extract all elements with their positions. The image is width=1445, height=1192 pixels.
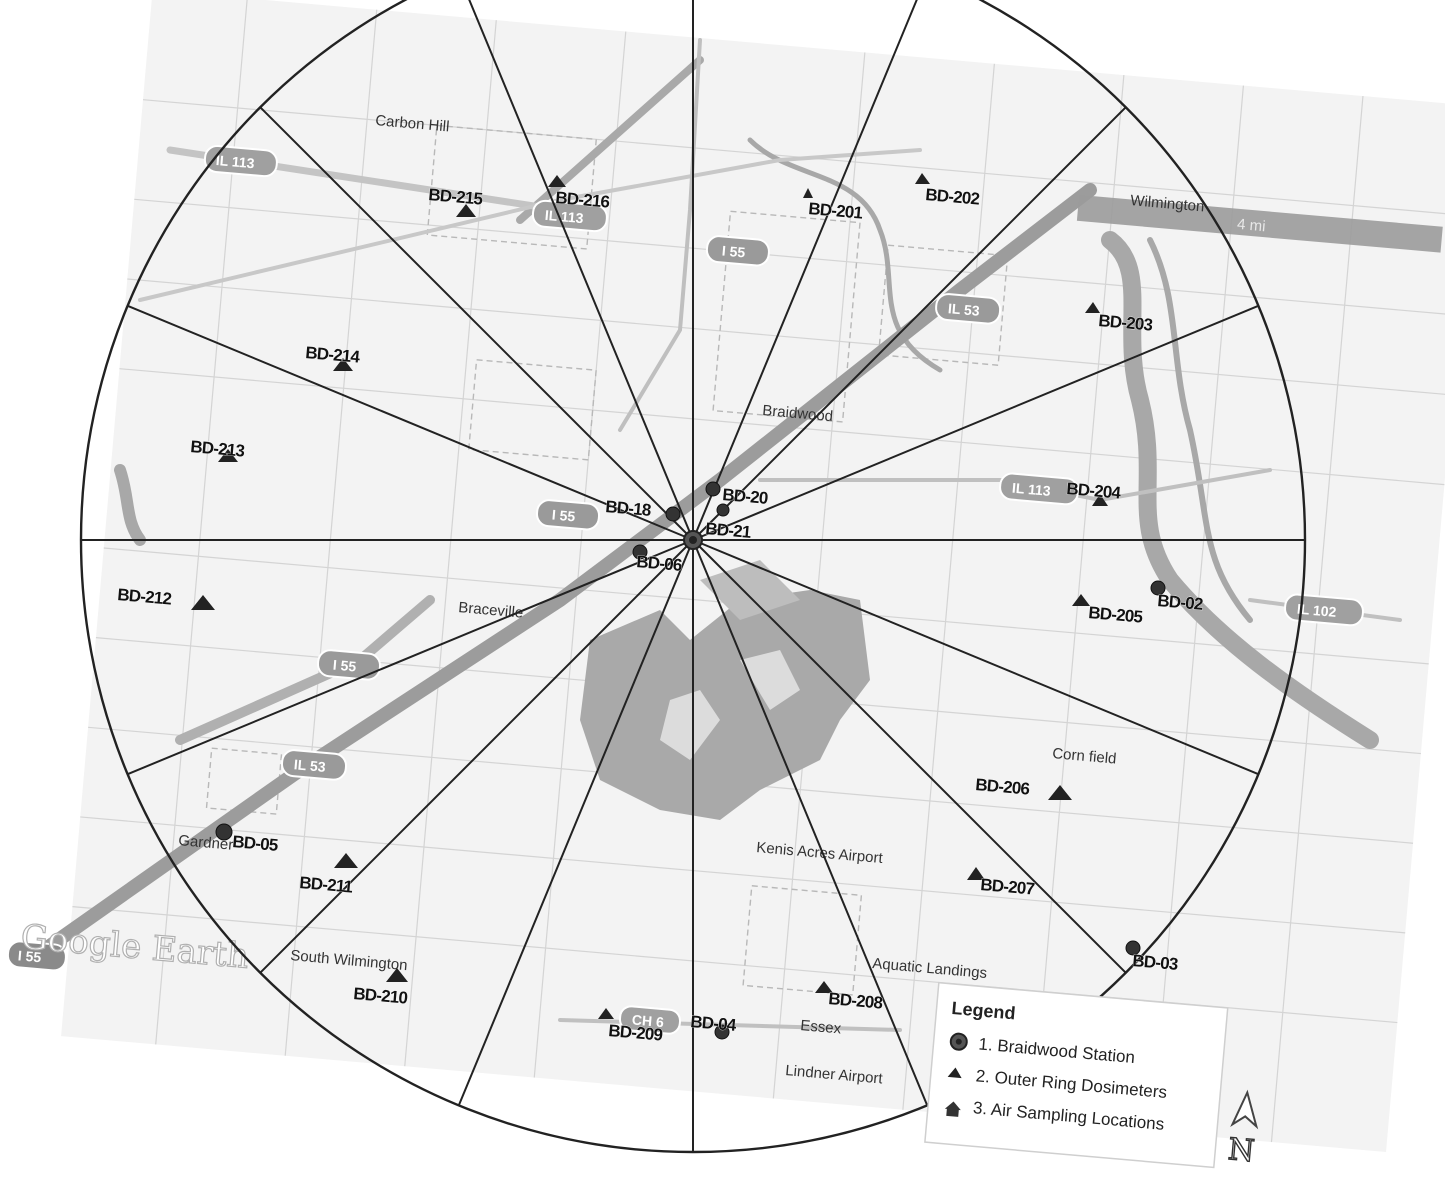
dosimeter-label: BD-215	[428, 185, 484, 209]
road-shield: I 55	[6, 940, 67, 972]
dosimeter-marker	[386, 968, 408, 982]
town-label: Braidwood	[762, 402, 834, 425]
sector-line	[692, 539, 1259, 776]
dosimeter-label: BD-205	[1088, 603, 1144, 627]
sector-lines	[81, 0, 1305, 1152]
town-label: Carbon Hill	[375, 112, 450, 135]
air-sampler-label: BD-20	[722, 485, 769, 508]
dosimeter-marker	[1092, 494, 1108, 506]
svg-text:I 55: I 55	[721, 242, 746, 260]
road-shield: I 55	[705, 235, 770, 267]
air-sampler-label: BD-04	[690, 1012, 738, 1035]
sector-line	[692, 0, 918, 541]
dosimeter-marker	[191, 595, 215, 610]
sector-line	[692, 539, 1127, 974]
road-shield: CH 6	[618, 1005, 682, 1035]
minor-label: Corn field	[1052, 745, 1117, 768]
sector-line	[127, 304, 694, 541]
sector-line	[692, 304, 1259, 541]
road-shield: IL 102	[1284, 593, 1364, 627]
house-icon	[944, 1101, 961, 1117]
air-sampler-marker	[1150, 580, 1166, 596]
air-sampler-label: BD-02	[1157, 591, 1204, 614]
compass-label: N	[1227, 1132, 1256, 1169]
town-label: Wilmington	[1130, 192, 1205, 215]
air-sampler-marker	[716, 503, 730, 517]
north-arrow-icon: N	[1226, 1089, 1259, 1170]
dosimeter-marker	[803, 188, 813, 198]
dosimeter-marker	[815, 981, 833, 993]
dosimeter-marker	[333, 358, 353, 371]
road-shield: IL 53	[935, 293, 1002, 325]
sector-line	[259, 106, 694, 541]
air-sampler-marker	[1125, 940, 1141, 956]
town-label: Essex	[800, 1017, 843, 1038]
air-sampler-marker	[705, 481, 721, 497]
outer-ring-dosimeters	[191, 173, 1108, 1019]
sector-line	[468, 0, 694, 541]
dosimeter-label: BD-206	[975, 775, 1031, 799]
svg-text:I 55: I 55	[17, 947, 42, 965]
dosimeter-marker	[967, 867, 985, 880]
svg-text:IL 113: IL 113	[544, 207, 584, 226]
cooling-lake	[580, 560, 870, 820]
svg-text:IL 102: IL 102	[1296, 601, 1337, 620]
dosimeter-marker	[598, 1008, 614, 1019]
sector-line	[457, 539, 694, 1106]
air-sampler-marker	[632, 544, 648, 560]
dosimeter-marker	[456, 204, 476, 217]
dosimeter-marker	[915, 173, 930, 184]
legend: Legend 1. Braidwood Station 2. Outer Rin…	[924, 981, 1229, 1169]
air-sampling-locations	[215, 481, 1166, 1040]
sector-line	[259, 539, 694, 974]
air-sampler-marker	[714, 1024, 730, 1040]
braidwood-station-marker	[683, 530, 703, 550]
air-sampler-label: BD-18	[605, 497, 652, 520]
dosimeter-marker	[548, 175, 566, 187]
svg-text:IL 113: IL 113	[1011, 480, 1051, 499]
sector-line	[127, 539, 694, 776]
dosimeter-label: BD-210	[353, 984, 409, 1008]
dosimeter-marker	[1085, 302, 1100, 313]
svg-text:CH 6: CH 6	[631, 1011, 664, 1030]
dosimeter-marker	[334, 853, 358, 868]
road-shield: IL 113	[203, 144, 278, 178]
air-sampler-label: BD-06	[636, 552, 683, 575]
sector-line	[692, 539, 929, 1106]
air-sampler-label: BD-05	[232, 832, 279, 855]
road-shield: IL 53	[280, 749, 348, 781]
dosimeter-label: BD-208	[828, 989, 884, 1013]
air-sampling-labels: BD-02 BD-03 BD-04 BD-05 BD-06 BD-18 BD-2…	[231, 485, 1204, 1036]
air-sampler-label: BD-03	[1132, 951, 1179, 974]
svg-text:IL 53: IL 53	[293, 756, 326, 775]
dosimeter-marker	[1048, 785, 1072, 800]
road-shield: IL 113	[531, 199, 608, 233]
dosimeter-marker	[1072, 594, 1090, 606]
dosimeter-label: BD-201	[808, 199, 864, 223]
sector-line	[692, 106, 1127, 541]
air-sampler-marker	[215, 823, 233, 841]
road-shield: I 55	[535, 499, 601, 531]
svg-text:I 55: I 55	[332, 657, 357, 675]
dosimeter-marker	[218, 449, 238, 462]
air-sampler-marker	[665, 506, 681, 522]
outer-ring	[79, 0, 1307, 1154]
dosimeter-label: BD-216	[555, 188, 611, 212]
scale-label: 4 mi	[1236, 216, 1266, 235]
dosimeter-label: BD-211	[299, 873, 354, 897]
air-sampler-label: BD-21	[705, 519, 752, 542]
svg-text:I 55: I 55	[551, 506, 576, 524]
road-shield: IL 113	[999, 472, 1080, 506]
road-shields: IL 113 IL 113 I 55 IL 53 I 55 IL 113 I 5…	[6, 144, 1364, 1035]
svg-text:IL 53: IL 53	[947, 300, 980, 319]
sector-rings	[79, 0, 1307, 1154]
dosimeter-label: BD-213	[190, 437, 246, 461]
svg-text:IL 113: IL 113	[215, 152, 255, 171]
scale-bar: 4 mi	[1076, 194, 1443, 253]
road-shield: I 55	[316, 649, 382, 681]
triangle-icon	[947, 1067, 962, 1079]
